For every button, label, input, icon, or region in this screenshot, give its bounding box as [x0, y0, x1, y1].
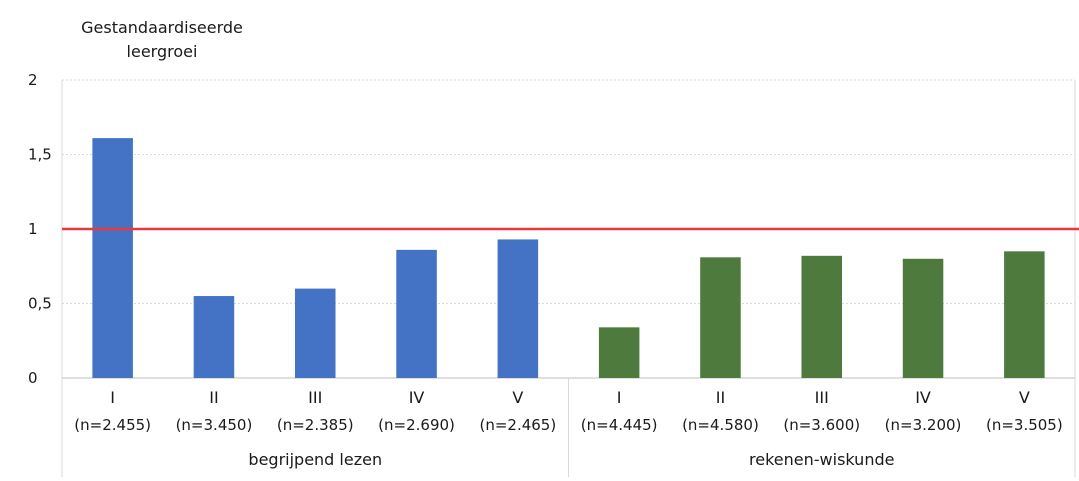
y-tick-label: 0: [28, 369, 38, 387]
n-label: (n=3.450): [176, 416, 253, 434]
bar: [294, 288, 336, 378]
n-label: (n=2.455): [74, 416, 151, 434]
x-tick-label: V: [512, 388, 523, 407]
y-tick-label: 1: [28, 220, 38, 238]
x-tick-label: V: [1019, 388, 1030, 407]
bar: [598, 327, 640, 378]
bar: [801, 255, 843, 378]
x-tick-label: III: [815, 388, 829, 407]
n-label: (n=3.505): [986, 416, 1063, 434]
bar: [700, 257, 741, 378]
x-tick-label: IV: [915, 388, 931, 407]
y-tick-label: 0,5: [28, 295, 52, 313]
x-tick-label: I: [110, 388, 115, 407]
n-label: (n=3.200): [885, 416, 962, 434]
bar: [1004, 251, 1045, 378]
bar: [497, 239, 539, 378]
n-label: (n=2.465): [479, 416, 556, 434]
x-tick-label: II: [209, 388, 218, 407]
x-tick-label: II: [716, 388, 725, 407]
bar: [396, 249, 437, 378]
group-label: rekenen-wiskunde: [749, 450, 894, 469]
n-label: (n=4.580): [682, 416, 759, 434]
x-tick-label: III: [308, 388, 322, 407]
n-label: (n=4.445): [581, 416, 658, 434]
bar: [92, 138, 133, 378]
y-axis-title-line-2: leergroei: [126, 42, 198, 61]
n-label: (n=2.690): [378, 416, 455, 434]
n-label: (n=2.385): [277, 416, 354, 434]
y-axis-title: Gestandaardiseerde leergroei: [62, 16, 262, 64]
x-tick-label: I: [617, 388, 622, 407]
x-tick-label: IV: [409, 388, 425, 407]
y-tick-label: 2: [28, 71, 38, 89]
n-label: (n=3.600): [783, 416, 860, 434]
group-label: begrijpend lezen: [248, 450, 382, 469]
bar: [193, 296, 235, 378]
y-tick-label: 1,5: [28, 146, 52, 164]
bar: [902, 258, 944, 378]
y-axis-title-line-1: Gestandaardiseerde: [81, 18, 243, 37]
